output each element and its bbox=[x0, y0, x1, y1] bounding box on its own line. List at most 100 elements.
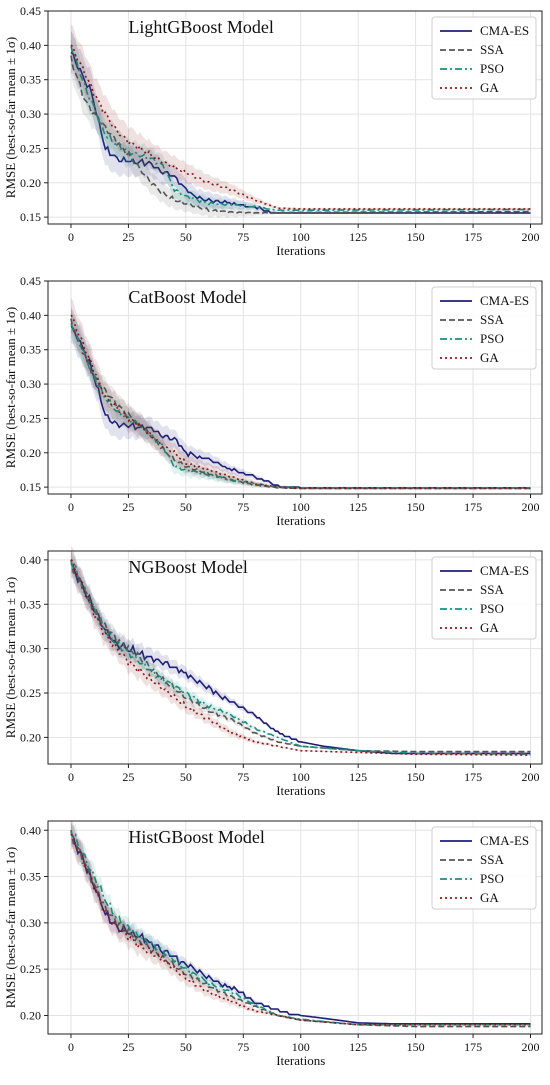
legend-label: CMA-ES bbox=[480, 833, 529, 848]
legend-label: GA bbox=[480, 620, 499, 635]
legend-label: GA bbox=[480, 350, 499, 365]
legend-label: SSA bbox=[480, 582, 504, 597]
x-tick-label: 150 bbox=[407, 230, 425, 244]
series-line bbox=[70, 559, 531, 753]
x-tick-label: 75 bbox=[237, 1040, 249, 1054]
x-tick-label: 100 bbox=[292, 1040, 310, 1054]
y-tick-label: 0.25 bbox=[20, 141, 41, 155]
chart-title: LightGBoost Model bbox=[128, 17, 274, 37]
x-tick-label: 200 bbox=[522, 1040, 540, 1054]
x-tick-label: 0 bbox=[68, 500, 74, 514]
y-tick-label: 0.15 bbox=[20, 480, 41, 494]
series-line bbox=[70, 44, 531, 210]
y-tick-label: 0.30 bbox=[20, 377, 41, 391]
chart-svg: 0 25 50 75 100 125 150 175 200 0.20 0.25 0.30 0.35 0.… bbox=[3, 546, 543, 798]
y-tick-label: 0.30 bbox=[20, 107, 41, 121]
series-group bbox=[70, 297, 531, 490]
y-tick-label: 0.20 bbox=[20, 1008, 41, 1022]
chart-panel-histgboost: 0 25 50 75 100 125 150 175 200 0.20 0.25 0.30 0.35 0.… bbox=[0, 810, 550, 1080]
x-tick-label: 25 bbox=[122, 230, 134, 244]
y-tick-label: 0.15 bbox=[20, 210, 41, 224]
grid bbox=[48, 551, 542, 764]
x-tick-label: 75 bbox=[237, 500, 249, 514]
series-line bbox=[70, 559, 531, 756]
series-line bbox=[70, 55, 531, 215]
series-line bbox=[70, 561, 531, 755]
ticks: 0 25 50 75 100 125 150 175 200 0.15 0.20 0.25 0.30 0.… bbox=[20, 4, 540, 244]
series-line bbox=[70, 323, 531, 489]
legend-label: SSA bbox=[480, 312, 504, 327]
legend-label: CMA-ES bbox=[480, 563, 529, 578]
y-tick-label: 0.45 bbox=[20, 274, 41, 288]
x-tick-label: 0 bbox=[68, 230, 74, 244]
chart-panel-ngboost: 0 25 50 75 100 125 150 175 200 0.20 0.25 0.30 0.35 0.… bbox=[0, 540, 550, 810]
chart-svg: 0 25 50 75 100 125 150 175 200 0.15 0.20 0.25 0.30 0.… bbox=[3, 4, 543, 258]
legend: CMA-ES SSA PSO GA bbox=[431, 286, 537, 370]
y-tick-label: 0.25 bbox=[20, 411, 41, 425]
y-tick-label: 0.40 bbox=[20, 553, 41, 567]
x-tick-label: 0 bbox=[68, 770, 74, 784]
legend-box bbox=[431, 826, 537, 910]
legend: CMA-ES SSA PSO GA bbox=[431, 556, 537, 640]
series-line bbox=[70, 833, 531, 1026]
confidence-band bbox=[71, 820, 531, 1026]
ticks: 0 25 50 75 100 125 150 175 200 0.20 0.25 0.30 0.35 0.… bbox=[20, 823, 540, 1054]
x-axis-label: Iterations bbox=[276, 783, 325, 798]
x-tick-label: 125 bbox=[349, 770, 367, 784]
x-tick-label: 150 bbox=[407, 770, 425, 784]
legend-label: PSO bbox=[480, 601, 504, 616]
y-tick-label: 0.25 bbox=[20, 962, 41, 976]
chart-svg: 0 25 50 75 100 125 150 175 200 0.20 0.25 0.30 0.35 0.… bbox=[3, 820, 543, 1068]
legend-label: SSA bbox=[480, 42, 504, 57]
ticks: 0 25 50 75 100 125 150 175 200 0.15 0.20 0.25 0.30 0.… bbox=[20, 274, 540, 514]
x-tick-label: 125 bbox=[349, 500, 367, 514]
legend-box bbox=[431, 556, 537, 640]
x-tick-label: 75 bbox=[237, 230, 249, 244]
x-tick-label: 200 bbox=[522, 230, 540, 244]
x-tick-label: 200 bbox=[522, 770, 540, 784]
plot-frame bbox=[47, 550, 543, 765]
y-tick-label: 0.30 bbox=[20, 642, 41, 656]
chart-panel-catboost: 0 25 50 75 100 125 150 175 200 0.15 0.20 0.25 0.30 0.… bbox=[0, 270, 550, 540]
x-tick-label: 175 bbox=[464, 500, 482, 514]
y-tick-label: 0.40 bbox=[20, 823, 41, 837]
series-group bbox=[70, 24, 531, 219]
plot-frame bbox=[47, 820, 543, 1035]
series-group bbox=[70, 546, 531, 756]
x-tick-label: 175 bbox=[464, 770, 482, 784]
confidence-band bbox=[71, 546, 531, 756]
x-tick-label: 150 bbox=[407, 500, 425, 514]
series-line bbox=[70, 831, 531, 1026]
legend-label: PSO bbox=[480, 61, 504, 76]
series-line bbox=[70, 829, 531, 1028]
y-tick-label: 0.25 bbox=[20, 686, 41, 700]
legend-label: GA bbox=[480, 890, 499, 905]
chart-title: CatBoost Model bbox=[128, 287, 247, 307]
legend-label: CMA-ES bbox=[480, 293, 529, 308]
y-axis-label: RMSE (best-so-far mean ± 1σ) bbox=[3, 37, 18, 198]
series-line bbox=[70, 314, 531, 490]
series-line bbox=[70, 562, 531, 755]
x-tick-label: 200 bbox=[522, 500, 540, 514]
legend-box bbox=[431, 16, 537, 100]
x-tick-label: 25 bbox=[122, 500, 134, 514]
legend-label: PSO bbox=[480, 871, 504, 886]
x-tick-label: 75 bbox=[237, 770, 249, 784]
y-axis-label: RMSE (best-so-far mean ± 1σ) bbox=[3, 847, 18, 1008]
x-tick-label: 25 bbox=[122, 1040, 134, 1054]
x-tick-label: 100 bbox=[292, 500, 310, 514]
legend: CMA-ES SSA PSO GA bbox=[431, 16, 537, 100]
plot-frame bbox=[47, 10, 543, 225]
y-tick-label: 0.20 bbox=[20, 730, 41, 744]
chart-svg: 0 25 50 75 100 125 150 175 200 0.15 0.20 0.25 0.30 0.… bbox=[3, 274, 543, 528]
x-tick-label: 25 bbox=[122, 770, 134, 784]
legend-box bbox=[431, 286, 537, 370]
y-tick-label: 0.35 bbox=[20, 870, 41, 884]
y-tick-label: 0.45 bbox=[20, 4, 41, 18]
x-tick-label: 50 bbox=[180, 1040, 192, 1054]
x-axis-label: Iterations bbox=[276, 513, 325, 528]
x-tick-label: 0 bbox=[68, 1040, 74, 1054]
chart-title: HistGBoost Model bbox=[128, 827, 265, 847]
ticks: 0 25 50 75 100 125 150 175 200 0.20 0.25 0.30 0.35 0.… bbox=[20, 553, 540, 784]
x-tick-label: 150 bbox=[407, 1040, 425, 1054]
